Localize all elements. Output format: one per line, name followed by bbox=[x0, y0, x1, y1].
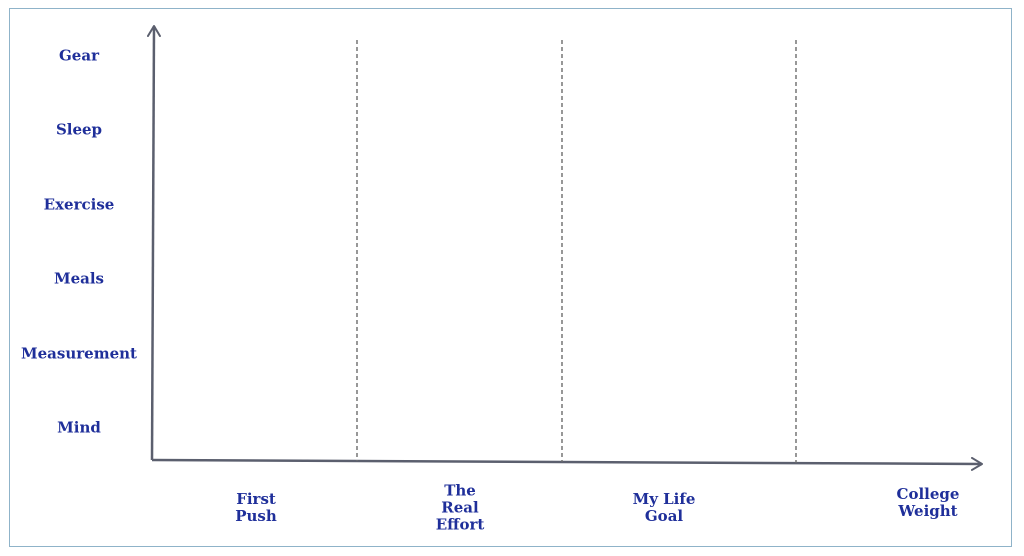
row-label-mind: Mind bbox=[57, 418, 101, 437]
row-label-exercise: Exercise bbox=[43, 195, 115, 214]
row-label-sleep: Sleep bbox=[55, 120, 103, 139]
column-label-college-weight: College Weight bbox=[896, 485, 960, 520]
x-axis bbox=[151, 456, 983, 471]
row-label-meals: Meals bbox=[53, 269, 104, 288]
column-label-my-life-goal: My Life Goal bbox=[632, 490, 696, 525]
column-label-the-real-effort: The Real Effort bbox=[435, 481, 485, 534]
diagram-frame bbox=[9, 8, 1012, 547]
y-axis bbox=[146, 25, 161, 461]
row-label-gear: Gear bbox=[59, 46, 99, 65]
row-label-measurement: Measurement bbox=[21, 344, 137, 363]
column-label-first-push: First Push bbox=[235, 490, 277, 525]
